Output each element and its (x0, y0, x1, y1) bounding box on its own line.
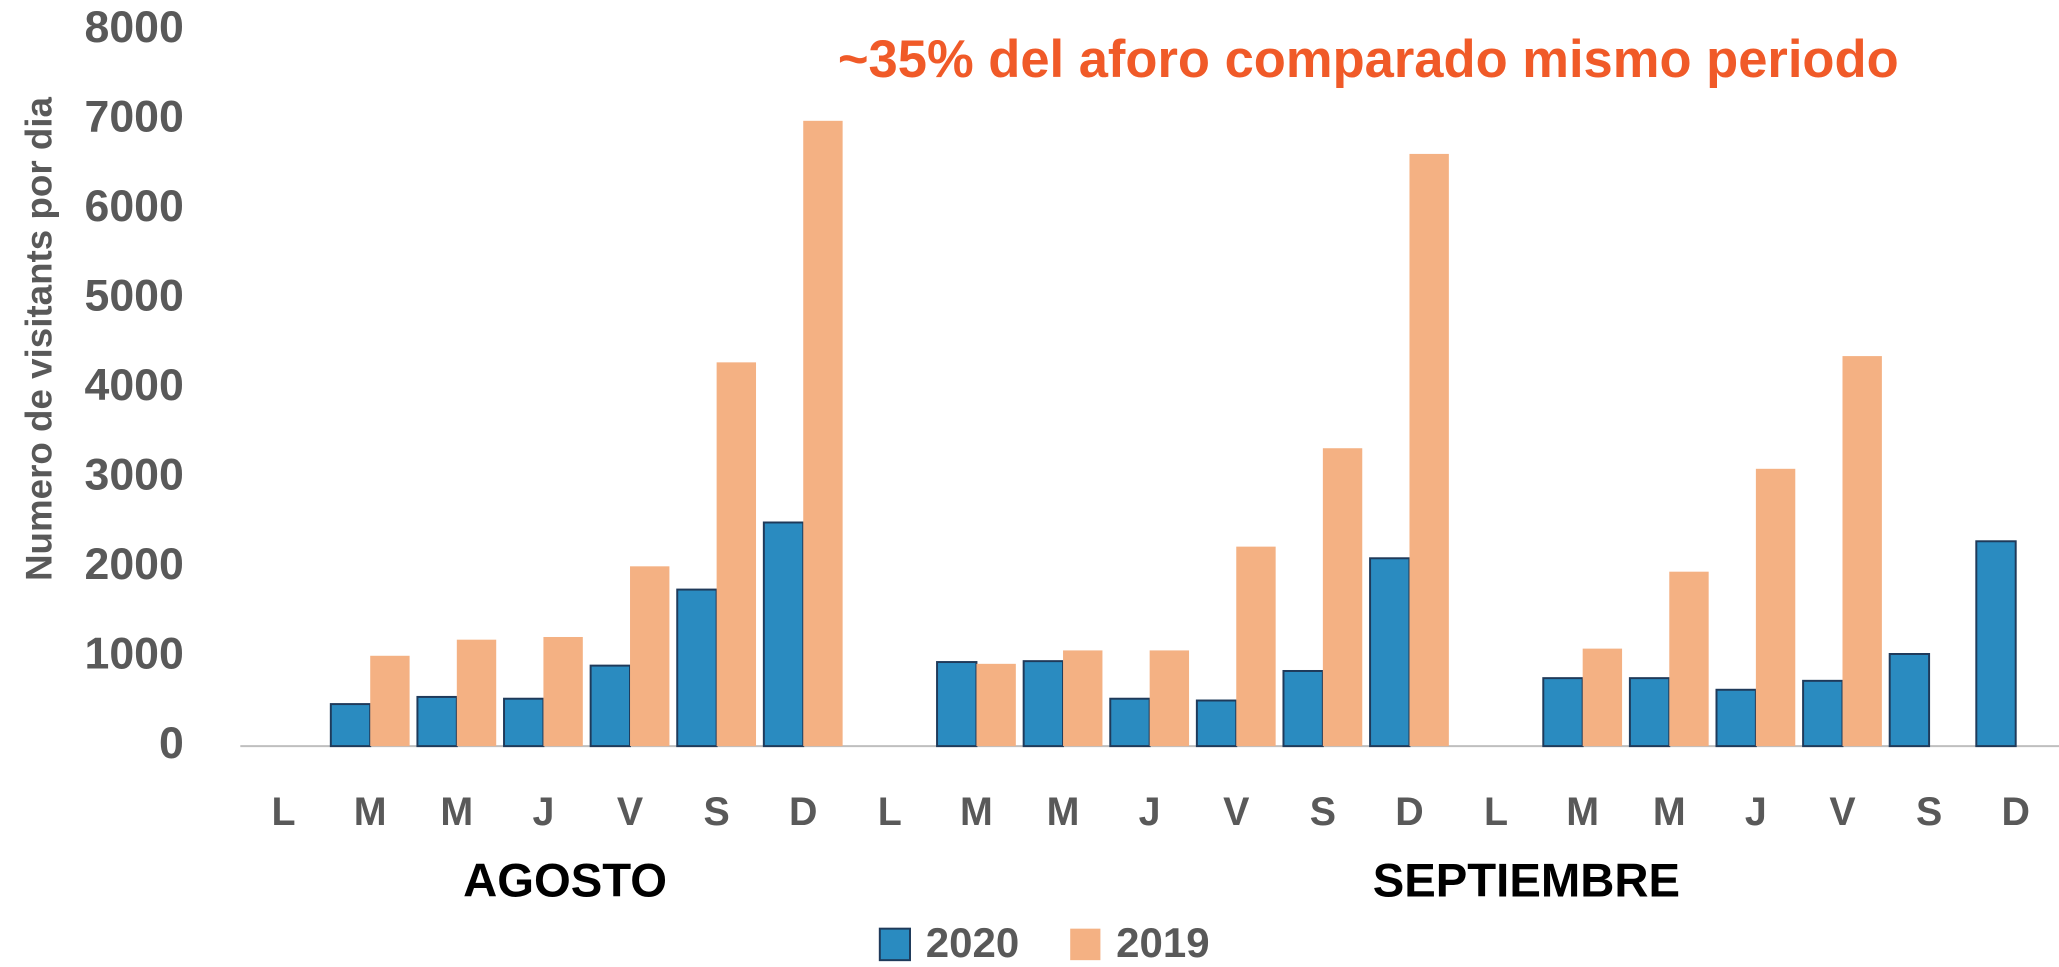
x-tick-label: V (1829, 790, 1855, 834)
bar (1755, 468, 1796, 747)
bar (762, 521, 805, 748)
y-tick-label: 7000 (85, 93, 184, 142)
bar (1109, 697, 1151, 748)
bar (1236, 546, 1276, 747)
bar (803, 120, 843, 747)
bar (1582, 648, 1623, 747)
x-tick-label: D (1395, 790, 1423, 834)
legend-label: 2019 (1116, 919, 1209, 966)
x-tick-label: L (1484, 790, 1508, 834)
x-tick-label: L (272, 790, 296, 834)
x-tick-label: L (878, 790, 902, 834)
y-tick-label: 0 (159, 719, 184, 768)
bar (1628, 677, 1671, 748)
bar (716, 362, 757, 747)
bar (1149, 650, 1190, 747)
x-tick-label: S (1916, 790, 1942, 834)
annotation: ~35% del aforo comparado mismo periodo (838, 30, 1899, 89)
bar (1842, 356, 1882, 747)
group-label: AGOSTO (463, 854, 667, 907)
x-tick-label: M (1047, 790, 1080, 834)
x-tick-label: M (440, 790, 473, 834)
bar (1063, 650, 1103, 747)
bar (543, 636, 583, 747)
bar (630, 566, 670, 747)
bar (589, 664, 632, 748)
x-tick-label: J (1139, 790, 1161, 834)
x-tick-label: V (617, 790, 643, 834)
x-tick-label: M (1566, 790, 1599, 834)
y-tick-label: 5000 (85, 272, 184, 321)
bar (503, 697, 545, 748)
x-tick-label: S (1310, 790, 1336, 834)
bar (1409, 153, 1449, 747)
bar (1022, 660, 1065, 748)
bar (976, 663, 1016, 747)
bar (456, 639, 497, 747)
x-tick-label: D (789, 790, 817, 834)
group-label: SEPTIEMBRE (1373, 854, 1680, 907)
bar (1542, 677, 1584, 748)
y-axis-label: Numero de visitants por dia (19, 97, 60, 582)
x-tick-label: M (354, 790, 387, 834)
bar (1975, 540, 2017, 748)
y-tick-label: 2000 (85, 540, 184, 589)
x-tick-label: M (1653, 790, 1686, 834)
bar (1669, 571, 1709, 747)
bar (1369, 557, 1411, 748)
y-tick-label: 3000 (85, 451, 184, 500)
x-tick-label: V (1223, 790, 1249, 834)
x-tick-label: S (703, 790, 729, 834)
bar (1282, 669, 1324, 748)
x-tick-label: M (960, 790, 993, 834)
y-tick-label: 1000 (85, 629, 184, 678)
bar (1322, 448, 1363, 747)
bar (676, 588, 718, 748)
x-tick-label: D (2001, 790, 2029, 834)
bar (1715, 688, 1757, 748)
y-tick-label: 6000 (85, 182, 184, 231)
bar (416, 695, 458, 748)
bar (329, 703, 372, 748)
x-tick-label: J (1745, 790, 1767, 834)
y-tick-label: 4000 (85, 361, 184, 410)
bar (936, 661, 978, 748)
legend-swatch (1070, 928, 1101, 961)
legend-swatch (878, 927, 911, 962)
bar (1195, 699, 1238, 748)
bar (1802, 679, 1844, 748)
y-tick-label: 8000 (85, 3, 184, 52)
legend-label: 2020 (926, 919, 1019, 966)
bar (370, 655, 410, 747)
bar (1888, 653, 1931, 748)
x-tick-label: J (532, 790, 554, 834)
